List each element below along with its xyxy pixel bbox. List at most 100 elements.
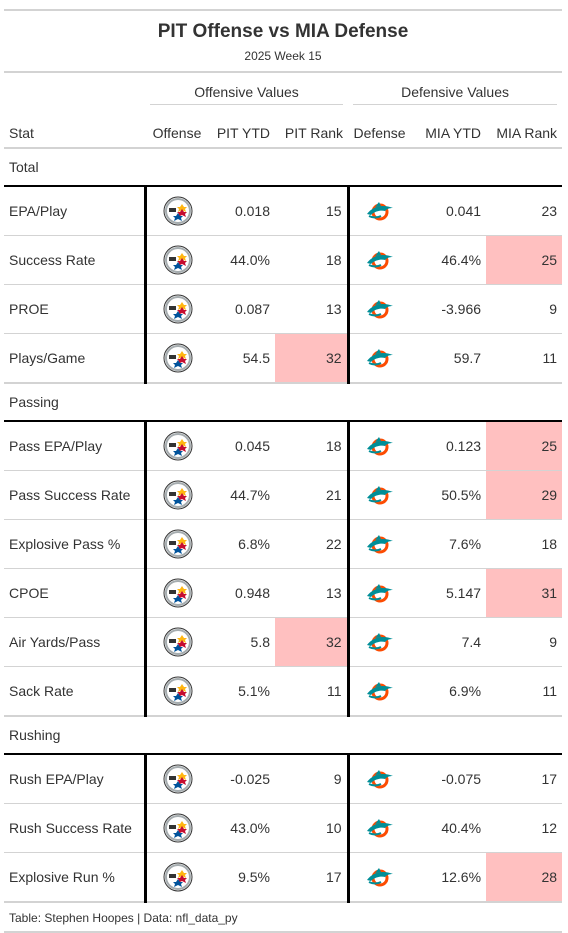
pit-rank-value: 22 <box>275 519 350 569</box>
mia-ytd-value: 0.041 <box>411 186 487 236</box>
stat-name: Explosive Pass % <box>4 519 147 569</box>
steelers-logo-icon <box>163 480 193 510</box>
col-header-mia-ytd: MIA YTD <box>411 107 487 149</box>
defense-logo-cell <box>348 421 412 471</box>
offense-logo-cell <box>145 754 209 804</box>
pit-ytd-value: 54.5 <box>209 333 275 384</box>
stat-name: Sack Rate <box>4 666 147 717</box>
mia-rank-value: 11 <box>486 666 563 717</box>
steelers-logo-icon <box>163 813 193 843</box>
stat-name: Pass Success Rate <box>4 470 147 520</box>
pit-ytd-value: 44.7% <box>209 470 275 520</box>
dolphins-logo-icon <box>365 627 395 657</box>
pit-ytd-value: 6.8% <box>209 519 275 569</box>
steelers-logo-icon <box>163 245 193 275</box>
mia-ytd-value: 50.5% <box>411 470 487 520</box>
table-row: Rush EPA/Play -0.025 9 -0.075 17 <box>4 754 563 804</box>
pit-ytd-value: 0.948 <box>209 568 275 618</box>
pit-rank-value: 10 <box>275 803 350 853</box>
defense-logo-cell <box>348 852 412 903</box>
table-row: Air Yards/Pass 5.8 32 7.4 9 <box>4 617 563 667</box>
steelers-logo-icon <box>163 627 193 657</box>
defense-logo-cell <box>348 803 412 853</box>
offense-logo-cell <box>145 519 209 569</box>
pit-ytd-value: 0.045 <box>209 421 275 471</box>
dolphins-logo-icon <box>365 578 395 608</box>
pit-ytd-value: 43.0% <box>209 803 275 853</box>
defense-logo-cell <box>348 754 412 804</box>
stat-name: CPOE <box>4 568 147 618</box>
mia-ytd-value: 12.6% <box>411 852 487 903</box>
col-header-pit-ytd: PIT YTD <box>209 107 275 149</box>
table-title: PIT Offense vs MIA Defense <box>157 21 409 42</box>
stat-name: EPA/Play <box>4 186 147 236</box>
steelers-logo-icon <box>163 294 193 324</box>
offense-logo-cell <box>145 470 209 520</box>
stat-name: Air Yards/Pass <box>4 617 147 667</box>
spanner-row: Offensive Values Defensive Values <box>4 73 562 107</box>
group-label: Total <box>4 148 563 187</box>
offense-logo-cell <box>145 666 209 717</box>
stat-name: Rush EPA/Play <box>4 754 147 804</box>
stats-table: Offensive Values Defensive Values Stat O… <box>4 73 563 903</box>
steelers-logo-icon <box>163 343 193 373</box>
offense-logo-cell <box>145 852 209 903</box>
dolphins-logo-icon <box>365 431 395 461</box>
defense-logo-cell <box>348 186 412 236</box>
group-label: Rushing <box>4 716 563 755</box>
mia-rank-value: 25 <box>486 421 563 471</box>
mia-ytd-value: 0.123 <box>411 421 487 471</box>
offense-logo-cell <box>145 235 209 285</box>
stat-name: Plays/Game <box>4 333 147 384</box>
table-row: Success Rate 44.0% 18 46.4% 25 <box>4 235 563 285</box>
table-row: Rush Success Rate 43.0% 10 40.4% 12 <box>4 803 563 853</box>
mia-ytd-value: 59.7 <box>411 333 487 384</box>
pit-ytd-value: 0.087 <box>209 284 275 334</box>
defense-logo-cell <box>348 333 412 384</box>
pit-ytd-value: 0.018 <box>209 186 275 236</box>
mia-ytd-value: 7.6% <box>411 519 487 569</box>
pit-rank-value: 11 <box>275 666 350 717</box>
dolphins-logo-icon <box>365 245 395 275</box>
dolphins-logo-icon <box>365 480 395 510</box>
offense-logo-cell <box>145 284 209 334</box>
mia-rank-value: 18 <box>486 519 563 569</box>
pit-rank-value: 32 <box>275 333 350 384</box>
mia-ytd-value: 6.9% <box>411 666 487 717</box>
mia-ytd-value: 46.4% <box>411 235 487 285</box>
steelers-logo-icon <box>163 578 193 608</box>
pit-ytd-value: 44.0% <box>209 235 275 285</box>
defense-logo-cell <box>348 470 412 520</box>
mia-ytd-value: -0.075 <box>411 754 487 804</box>
mia-ytd-value: 5.147 <box>411 568 487 618</box>
group-row: Rushing <box>4 716 563 755</box>
dolphins-logo-icon <box>365 676 395 706</box>
header-rule <box>4 71 562 73</box>
column-header-row: Stat Offense PIT YTD PIT Rank Defense MI… <box>4 107 563 149</box>
table-row: CPOE 0.948 13 5.147 31 <box>4 568 563 618</box>
pit-ytd-value: 5.8 <box>209 617 275 667</box>
group-row: Passing <box>4 383 563 422</box>
mia-rank-value: 23 <box>486 186 563 236</box>
defense-logo-cell <box>348 617 412 667</box>
mia-rank-value: 29 <box>486 470 563 520</box>
table-row: EPA/Play 0.018 15 0.041 23 <box>4 186 563 236</box>
mia-rank-value: 9 <box>486 284 563 334</box>
table-row: Explosive Pass % 6.8% 22 7.6% 18 <box>4 519 563 569</box>
steelers-logo-icon <box>163 431 193 461</box>
stats-table-container: PIT Offense vs MIA Defense 2025 Week 15 … <box>4 9 563 933</box>
pit-rank-value: 9 <box>275 754 350 804</box>
pit-rank-value: 15 <box>275 186 350 236</box>
spanner-defensive: Defensive Values <box>348 73 562 107</box>
col-header-mia-rank: MIA Rank <box>486 107 563 149</box>
offense-logo-cell <box>145 333 209 384</box>
pit-rank-value: 13 <box>275 568 350 618</box>
mia-rank-value: 11 <box>486 333 563 384</box>
stat-name: Explosive Run % <box>4 852 147 903</box>
offense-logo-cell <box>145 421 209 471</box>
pit-rank-value: 32 <box>275 617 350 667</box>
dolphins-logo-icon <box>365 764 395 794</box>
pit-ytd-value: 5.1% <box>209 666 275 717</box>
col-header-offense: Offense <box>145 107 209 149</box>
offense-logo-cell <box>145 803 209 853</box>
